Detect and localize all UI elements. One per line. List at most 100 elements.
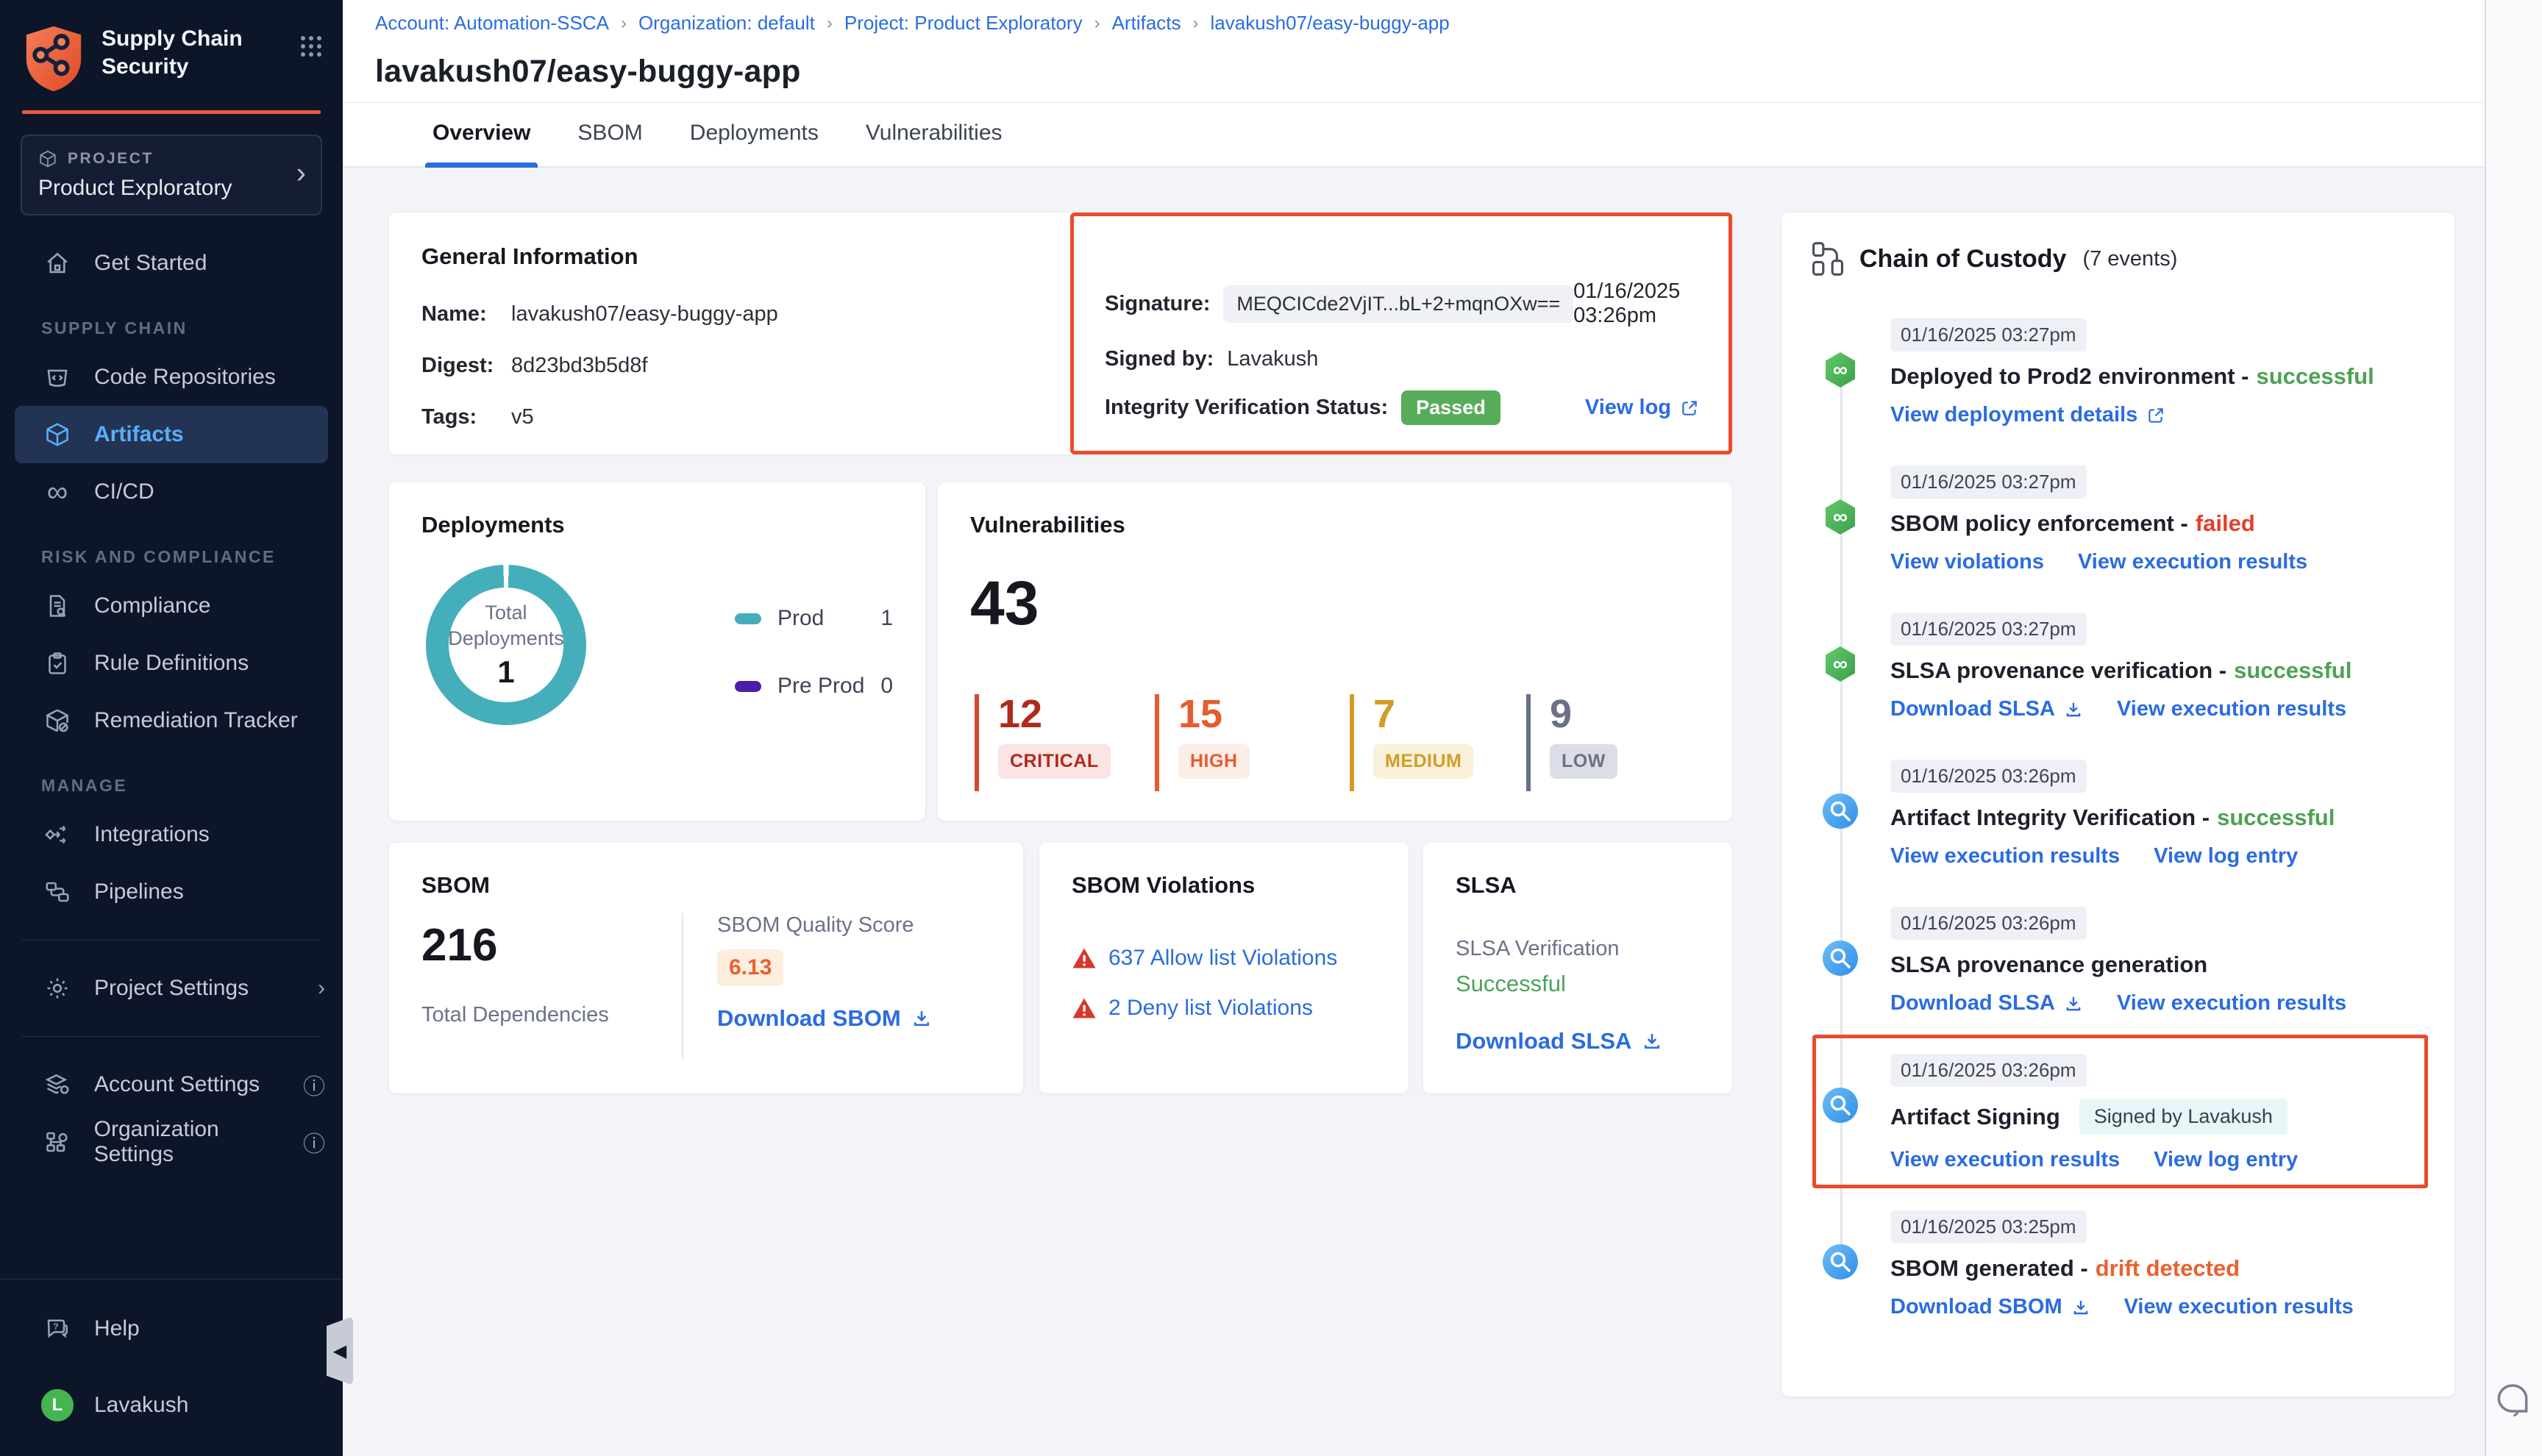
page-title: lavakush07/easy-buggy-app <box>375 54 2542 90</box>
view-violations-link[interactable]: View violations <box>1890 550 2044 574</box>
project-name: Product Exploratory <box>38 176 305 201</box>
sidebar-item-organization-settings[interactable]: Organization Settings ⓘ <box>0 1113 343 1171</box>
breadcrumb-artifacts[interactable]: Artifacts <box>1112 12 1181 35</box>
sidebar-item-rule-definitions[interactable]: Rule Definitions <box>0 635 343 692</box>
project-cube-icon <box>38 149 57 168</box>
cicd-infinity-icon: ∞ <box>41 481 74 503</box>
info-icon[interactable]: ⓘ <box>303 1126 325 1158</box>
sidebar-item-cicd[interactable]: ∞ CI/CD <box>0 463 343 521</box>
breadcrumb-separator: › <box>1193 13 1199 34</box>
download-slsa-link[interactable]: Download SLSA <box>1456 1028 1662 1054</box>
breadcrumb-separator: › <box>1094 13 1100 34</box>
module-grid-icon[interactable] <box>300 35 322 57</box>
sbom-total-dependencies: 216 <box>421 919 497 971</box>
view-execution-results-link[interactable]: View execution results <box>2117 991 2346 1016</box>
vertical-divider <box>682 913 683 1060</box>
view-execution-results-link[interactable]: View execution results <box>2117 697 2346 721</box>
sidebar-item-pipelines[interactable]: Pipelines <box>0 863 343 921</box>
breadcrumb-account[interactable]: Account: Automation-SSCA <box>375 12 609 35</box>
donut-center-label: Total Deployments <box>448 600 564 652</box>
sbom-quality-score: 6.13 <box>717 949 783 986</box>
allow-list-violations-link[interactable]: 637 Allow list Violations <box>1072 946 1337 971</box>
chain-of-custody-icon <box>1811 240 1845 277</box>
sidebar-footer: ? Help L Lavakush <box>0 1279 343 1456</box>
pipeline-event-icon: ∞ <box>1821 645 1859 683</box>
slsa-card: SLSA SLSA Verification Successful Downlo… <box>1423 843 1732 1093</box>
info-icon[interactable]: ⓘ <box>303 1068 325 1101</box>
coc-event-slsa-generation: 01/16/2025 03:26pm SLSA provenance gener… <box>1811 907 2425 1016</box>
pipeline-event-icon: ∞ <box>1821 498 1859 536</box>
coc-event-artifact-signing: 01/16/2025 03:26pm Artifact Signing Sign… <box>1811 1054 2425 1172</box>
download-slsa-link[interactable]: Download SLSA <box>1890 697 2083 721</box>
sidebar-item-code-repositories[interactable]: Code Repositories <box>0 349 343 406</box>
view-deployment-details-link[interactable]: View deployment details <box>1890 403 2165 427</box>
view-execution-results-link[interactable]: View execution results <box>1890 844 2120 868</box>
tab-sbom[interactable]: SBOM <box>570 121 649 166</box>
donut-center-value: 1 <box>497 654 514 690</box>
view-log-entry-link[interactable]: View log entry <box>2154 844 2298 868</box>
integrity-status-badge: Passed <box>1401 390 1500 425</box>
coc-event-sbom-policy: ∞ 01/16/2025 03:27pm SBOM policy enforce… <box>1811 465 2425 574</box>
sidebar-item-help[interactable]: ? Help <box>0 1300 343 1357</box>
tab-overview[interactable]: Overview <box>425 121 538 166</box>
sidebar-item-artifacts[interactable]: Artifacts <box>15 406 328 463</box>
right-gutter <box>2485 0 2542 1456</box>
scanner-event-icon <box>1821 1086 1859 1124</box>
breadcrumb-organization[interactable]: Organization: default <box>638 12 815 35</box>
coc-event-slsa-verification: ∞ 01/16/2025 03:27pm SLSA provenance ver… <box>1811 613 2425 721</box>
svg-text:∞: ∞ <box>1833 358 1848 381</box>
coc-event-sbom-generated: 01/16/2025 03:25pm SBOM generated -drift… <box>1811 1210 2425 1319</box>
sidebar-item-get-started[interactable]: Get Started <box>0 235 343 292</box>
chain-of-custody-timeline: ∞ 01/16/2025 03:27pm Deployed to Prod2 e… <box>1811 318 2425 1319</box>
gear-icon <box>41 975 74 1002</box>
view-execution-results-link[interactable]: View execution results <box>2124 1295 2354 1319</box>
chevron-right-icon: › <box>296 157 306 190</box>
external-link-icon <box>2146 406 2165 425</box>
general-information-card: General Information Name: lavakush07/eas… <box>389 213 1732 454</box>
coc-event-artifact-integrity: 01/16/2025 03:26pm Artifact Integrity Ve… <box>1811 760 2425 868</box>
breadcrumb-project[interactable]: Project: Product Exploratory <box>844 12 1083 35</box>
signed-by-value: Lavakush <box>1227 347 1318 371</box>
svg-text:∞: ∞ <box>1833 652 1848 675</box>
warning-icon <box>1072 946 1097 970</box>
sidebar-collapse-handle[interactable]: ◀ <box>327 1316 353 1385</box>
breadcrumb-current[interactable]: lavakush07/easy-buggy-app <box>1211 12 1450 35</box>
sidebar-item-remediation-tracker[interactable]: Remediation Tracker <box>0 692 343 749</box>
download-slsa-link[interactable]: Download SLSA <box>1890 991 2083 1016</box>
sidebar-item-integrations[interactable]: Integrations <box>0 806 343 863</box>
sidebar-divider <box>22 1036 321 1037</box>
deny-list-violations-link[interactable]: 2 Deny list Violations <box>1072 996 1313 1021</box>
tab-deployments[interactable]: Deployments <box>683 121 826 166</box>
signature-value: MEQCICde2VjIT...bL+2+mqnOXw== <box>1223 285 1573 323</box>
project-selector[interactable]: PROJECT Product Exploratory › <box>21 135 322 215</box>
signed-by-row: Signed by: Lavakush <box>1105 347 1699 371</box>
download-sbom-link[interactable]: Download SBOM <box>1890 1295 2090 1319</box>
view-log-link[interactable]: View log <box>1585 396 1699 420</box>
deployments-legend: Prod 1 Pre Prod 0 <box>735 606 893 741</box>
sidebar-item-project-settings[interactable]: Project Settings › <box>0 960 343 1017</box>
chat-help-icon[interactable] <box>2492 1380 2533 1421</box>
view-log-entry-link[interactable]: View log entry <box>2154 1148 2298 1172</box>
download-sbom-link[interactable]: Download SBOM <box>717 1005 932 1032</box>
integrity-status-row: Integrity Verification Status: Passed Vi… <box>1105 390 1699 425</box>
sidebar-item-compliance[interactable]: Compliance <box>0 577 343 635</box>
warning-icon <box>1072 996 1097 1020</box>
artifacts-cube-icon <box>41 421 74 448</box>
view-execution-results-link[interactable]: View execution results <box>2078 550 2307 574</box>
remediation-box-icon <box>41 707 74 734</box>
chevron-right-icon: › <box>318 976 325 1001</box>
scanner-event-icon <box>1821 939 1859 977</box>
sidebar-user-menu[interactable]: L Lavakush <box>0 1377 343 1434</box>
vulnerabilities-card: Vulnerabilities 43 12 CRITICAL 15 HIGH 7 <box>938 482 1732 821</box>
sbom-card: SBOM 216 Total Dependencies SBOM Quality… <box>389 843 1023 1093</box>
tab-vulnerabilities[interactable]: Vulnerabilities <box>858 121 1010 166</box>
chain-of-custody-panel: Chain of Custody (7 events) ∞ <box>1781 213 2454 1396</box>
pipelines-icon <box>41 879 74 905</box>
view-execution-results-link[interactable]: View execution results <box>1890 1148 2120 1172</box>
account-settings-icon <box>41 1071 74 1098</box>
project-label: PROJECT <box>68 150 154 168</box>
sidebar-item-account-settings[interactable]: Account Settings ⓘ <box>0 1056 343 1113</box>
section-supply-chain: SUPPLY CHAIN <box>0 292 343 349</box>
sbom-violations-card: SBOM Violations 637 Allow list Violation… <box>1039 843 1409 1093</box>
severity-badge-low: LOW <box>1550 744 1617 779</box>
